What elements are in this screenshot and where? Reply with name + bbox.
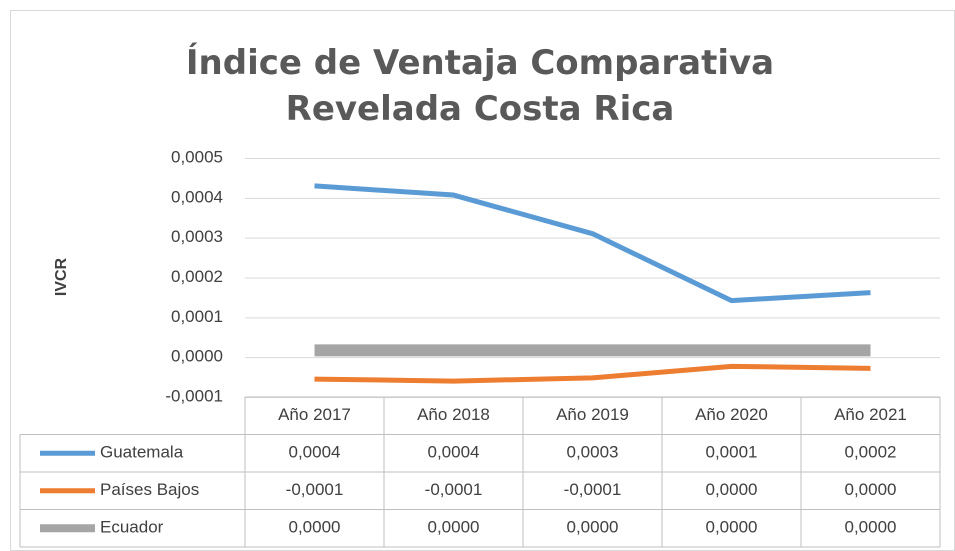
y-tick-label: 0,0001 xyxy=(171,307,223,326)
data-label: 0,0000 xyxy=(567,518,619,537)
series-line xyxy=(314,363,871,384)
data-label: 0,0003 xyxy=(567,443,619,462)
y-axis-label: IVCR xyxy=(53,257,70,296)
x-tick-label: Año 2017 xyxy=(278,405,351,424)
data-label: 0,0000 xyxy=(706,518,758,537)
y-tick-label: -0,0001 xyxy=(165,386,223,405)
data-label: 0,0002 xyxy=(845,443,897,462)
data-label: -0,0001 xyxy=(564,480,622,499)
data-label: 0,0004 xyxy=(428,443,480,462)
y-tick-label: 0,0003 xyxy=(171,227,223,246)
chart-title: Índice de Ventaja Comparativa Revelada C… xyxy=(185,43,775,129)
legend-label: Ecuador xyxy=(100,518,164,537)
data-label: 0,0000 xyxy=(289,518,341,537)
data-label: 0,0000 xyxy=(706,480,758,499)
x-tick-label: Año 2021 xyxy=(834,405,907,424)
data-label: 0,0000 xyxy=(845,518,897,537)
y-tick-label: 0,0000 xyxy=(171,347,223,366)
data-label: 0,0001 xyxy=(706,443,758,462)
data-label: -0,0001 xyxy=(425,480,483,499)
x-tick-label: Año 2019 xyxy=(556,405,629,424)
data-label: 0,0000 xyxy=(845,480,897,499)
y-tick-label: 0,0005 xyxy=(171,147,223,166)
x-tick-label: Año 2020 xyxy=(695,405,768,424)
data-label: 0,0004 xyxy=(289,443,341,462)
y-tick-label: 0,0002 xyxy=(171,267,223,286)
legend-label: Países Bajos xyxy=(100,480,199,499)
y-tick-label: 0,0004 xyxy=(171,187,223,206)
x-tick-label: Año 2018 xyxy=(417,405,490,424)
data-label: 0,0000 xyxy=(428,518,480,537)
series-line xyxy=(314,183,871,304)
legend-label: Guatemala xyxy=(100,443,184,462)
data-label: -0,0001 xyxy=(286,480,344,499)
